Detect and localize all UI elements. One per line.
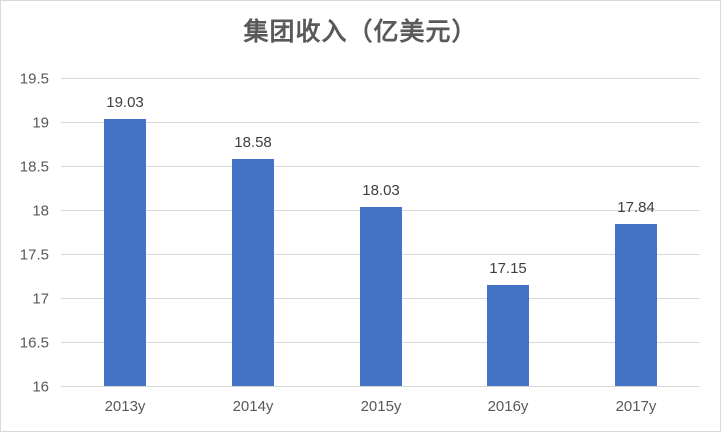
bar-value-label: 18.58 <box>234 134 272 151</box>
bar-value-label: 19.03 <box>106 94 144 111</box>
bar <box>487 285 529 386</box>
x-axis-label: 2013y <box>104 398 146 415</box>
y-axis-label: 18.5 <box>19 158 49 176</box>
chart-title: 集团收入（亿美元） <box>243 18 478 46</box>
y-axis-label: 16 <box>32 378 49 396</box>
y-axis-label: 19 <box>32 114 49 132</box>
y-axis-label: 18 <box>32 202 49 220</box>
x-axis-label: 2014y <box>232 398 274 415</box>
gridline <box>61 122 700 123</box>
x-axis-label: 2015y <box>360 398 402 415</box>
bar-value-label: 17.15 <box>489 260 527 277</box>
y-axis-label: 16.5 <box>19 334 49 352</box>
bar <box>615 224 657 386</box>
gridline <box>61 386 700 387</box>
bar <box>360 207 402 386</box>
bar-value-label: 17.84 <box>617 199 655 216</box>
x-axis-label: 2016y <box>487 398 529 415</box>
y-axis-label: 17 <box>32 290 49 308</box>
x-axis-label: 2017y <box>615 398 657 415</box>
gridline <box>61 78 700 79</box>
bar <box>104 119 146 386</box>
y-axis-label: 17.5 <box>19 246 49 264</box>
bar-value-label: 18.03 <box>362 182 400 199</box>
y-axis-label: 19.5 <box>19 70 49 88</box>
bar <box>232 159 274 386</box>
gridline <box>61 166 700 167</box>
